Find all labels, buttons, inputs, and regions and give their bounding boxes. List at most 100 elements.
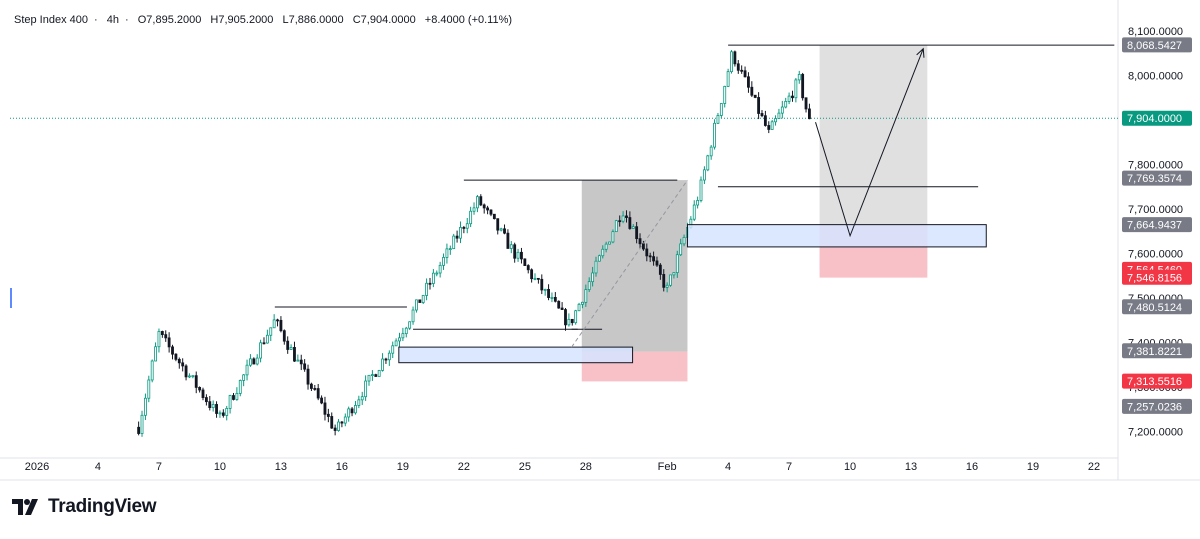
candle[interactable]: [381, 353, 384, 372]
candle[interactable]: [306, 364, 310, 390]
candle[interactable]: [225, 405, 229, 421]
price-badge[interactable]: 7,381.8221: [1122, 343, 1192, 359]
tradingview-logo[interactable]: TradingView: [12, 496, 157, 518]
candle[interactable]: [753, 94, 757, 99]
price-badge[interactable]: 7,904.0000: [1122, 110, 1192, 126]
candle[interactable]: [184, 364, 188, 381]
candle[interactable]: [428, 277, 432, 290]
candle[interactable]: [221, 409, 225, 418]
candle[interactable]: [621, 211, 625, 224]
candle[interactable]: [702, 166, 706, 184]
price-badge[interactable]: 8,068.5427: [1122, 37, 1192, 53]
candle[interactable]: [455, 230, 459, 243]
candle[interactable]: [655, 256, 659, 267]
candle[interactable]: [408, 321, 412, 330]
candle[interactable]: [581, 301, 584, 309]
candle[interactable]: [584, 284, 588, 307]
candle[interactable]: [658, 263, 662, 280]
candle[interactable]: [618, 215, 622, 227]
candle[interactable]: [431, 269, 435, 288]
candle[interactable]: [137, 421, 141, 436]
candle[interactable]: [587, 277, 591, 293]
candle[interactable]: [391, 341, 395, 359]
candle[interactable]: [350, 407, 354, 417]
candle[interactable]: [608, 241, 611, 245]
price-badge[interactable]: 7,480.5124: [1122, 299, 1192, 315]
candle[interactable]: [489, 209, 493, 217]
candle[interactable]: [730, 50, 733, 74]
candle[interactable]: [509, 241, 513, 254]
candle[interactable]: [625, 210, 628, 223]
candle[interactable]: [425, 278, 429, 301]
candle[interactable]: [465, 217, 469, 234]
candle[interactable]: [642, 240, 645, 251]
candle[interactable]: [662, 269, 666, 292]
candle[interactable]: [560, 302, 564, 310]
candle[interactable]: [421, 294, 425, 304]
candle[interactable]: [682, 234, 686, 247]
candle[interactable]: [330, 412, 334, 429]
candle[interactable]: [479, 194, 483, 207]
candle[interactable]: [418, 299, 422, 303]
candle[interactable]: [472, 202, 476, 215]
candle[interactable]: [442, 253, 445, 270]
candle[interactable]: [506, 229, 510, 249]
candle[interactable]: [181, 358, 185, 372]
candle[interactable]: [469, 206, 473, 228]
candle[interactable]: [496, 218, 500, 235]
candle[interactable]: [154, 342, 157, 362]
candle[interactable]: [679, 238, 683, 257]
candle[interactable]: [262, 337, 266, 345]
candle[interactable]: [787, 92, 791, 105]
candle[interactable]: [333, 424, 337, 436]
candle[interactable]: [520, 247, 523, 264]
candle[interactable]: [553, 292, 557, 303]
candle[interactable]: [343, 413, 347, 427]
candle[interactable]: [530, 268, 534, 283]
candle[interactable]: [326, 408, 330, 423]
candle[interactable]: [716, 112, 720, 125]
candle[interactable]: [370, 370, 374, 381]
candle[interactable]: [564, 307, 567, 331]
candle[interactable]: [171, 344, 174, 360]
candle[interactable]: [177, 357, 181, 369]
candle[interactable]: [398, 332, 401, 348]
candle[interactable]: [631, 224, 635, 229]
candle[interactable]: [387, 350, 391, 366]
candle[interactable]: [763, 110, 767, 127]
price-badge[interactable]: 7,313.5516: [1122, 373, 1192, 389]
timeframe-label[interactable]: 4h: [106, 14, 119, 26]
candle[interactable]: [740, 65, 744, 74]
candle[interactable]: [448, 245, 452, 255]
candle[interactable]: [635, 221, 639, 244]
candle[interactable]: [482, 203, 486, 214]
candle[interactable]: [492, 213, 496, 220]
candle[interactable]: [743, 66, 747, 78]
candle[interactable]: [215, 401, 218, 418]
candle[interactable]: [313, 384, 317, 391]
candle[interactable]: [150, 359, 154, 383]
demand-zone-1[interactable]: [398, 346, 634, 364]
candle[interactable]: [794, 77, 798, 103]
candle[interactable]: [540, 274, 544, 295]
candle[interactable]: [591, 266, 595, 287]
candle[interactable]: [299, 354, 303, 371]
candle[interactable]: [452, 233, 456, 250]
candle[interactable]: [208, 396, 212, 411]
candle[interactable]: [384, 357, 388, 364]
candle[interactable]: [265, 329, 269, 344]
candle[interactable]: [191, 375, 195, 379]
candle[interactable]: [675, 250, 679, 278]
candle[interactable]: [289, 344, 293, 350]
symbol-name[interactable]: Step Index 400: [14, 14, 89, 26]
candle[interactable]: [245, 359, 249, 381]
candle[interactable]: [750, 81, 754, 98]
candle[interactable]: [445, 243, 449, 264]
candle[interactable]: [198, 386, 202, 393]
candle[interactable]: [476, 194, 479, 213]
candle[interactable]: [526, 264, 530, 274]
price-badge[interactable]: 7,664.9437: [1122, 217, 1192, 233]
candle[interactable]: [459, 221, 462, 244]
